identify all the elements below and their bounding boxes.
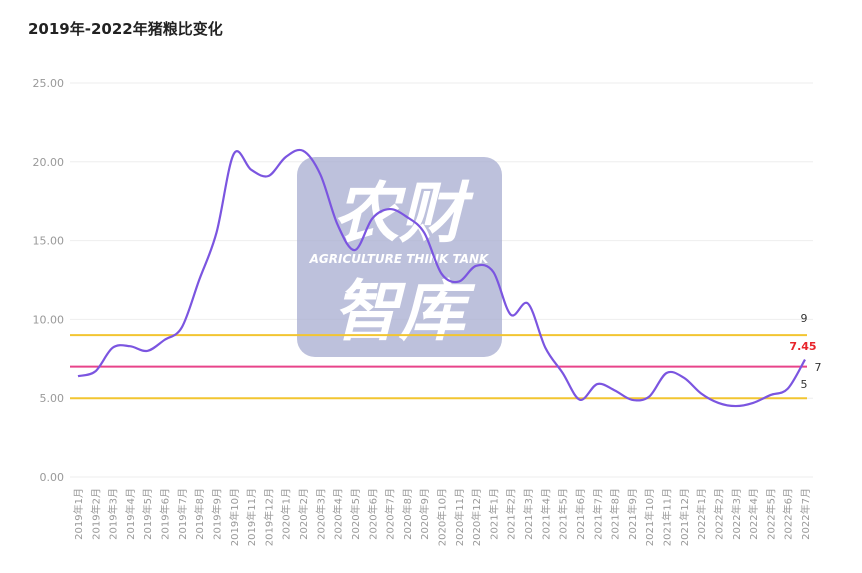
x-tick-label: 2019年3月 bbox=[107, 488, 120, 540]
x-tick-label: 2021年2月 bbox=[505, 488, 518, 540]
series-line bbox=[77, 148, 806, 408]
reference-label-9: 9 bbox=[801, 312, 808, 325]
x-tick-label: 2020年2月 bbox=[297, 488, 310, 540]
x-tick-label: 2022年4月 bbox=[747, 488, 760, 540]
x-tick-label: 2020年11月 bbox=[453, 488, 466, 546]
watermark-background bbox=[297, 157, 502, 357]
x-tick-label: 2020年12月 bbox=[470, 488, 483, 546]
watermark-line3: 智库 bbox=[333, 273, 476, 350]
y-tick-label: 20.00 bbox=[33, 156, 65, 169]
x-tick-label: 2021年9月 bbox=[626, 488, 639, 540]
reference-label-5: 5 bbox=[801, 378, 808, 391]
x-tick-label: 2021年8月 bbox=[609, 488, 622, 540]
x-tick-label: 2021年5月 bbox=[557, 488, 570, 540]
latest-value-label: 7.45 bbox=[789, 340, 816, 353]
x-tick-label: 2020年10月 bbox=[436, 488, 449, 546]
x-tick-label: 2019年12月 bbox=[262, 488, 275, 546]
x-tick-label: 2019年5月 bbox=[141, 488, 154, 540]
x-tick-label: 2022年5月 bbox=[764, 488, 777, 540]
x-tick-label: 2019年9月 bbox=[210, 488, 223, 540]
x-tick-label: 2021年6月 bbox=[574, 488, 587, 540]
x-tick-label: 2019年2月 bbox=[89, 488, 102, 540]
x-tick-label: 2020年8月 bbox=[401, 488, 414, 540]
x-tick-label: 2021年12月 bbox=[678, 488, 691, 546]
y-tick-label: 0.00 bbox=[40, 471, 65, 484]
y-tick-label: 15.00 bbox=[33, 235, 65, 248]
x-tick-label: 2021年7月 bbox=[591, 488, 604, 540]
x-tick-label: 2022年1月 bbox=[695, 488, 708, 540]
x-tick-label: 2020年7月 bbox=[384, 488, 397, 540]
x-tick-label: 2019年4月 bbox=[124, 488, 137, 540]
x-axis: 2019年1月 2019年2月 2019年3月 2019年4月 2019年5月 2019年… bbox=[72, 488, 812, 546]
reference-label-7: 7 bbox=[815, 361, 822, 374]
x-tick-label: 2022年2月 bbox=[712, 488, 725, 540]
y-axis: 0.00 5.00 10.00 15.00 20.00 25.00 bbox=[33, 77, 65, 484]
x-tick-label: 2019年11月 bbox=[245, 488, 258, 546]
x-tick-label: 2020年3月 bbox=[314, 488, 327, 540]
y-tick-label: 10.00 bbox=[33, 313, 65, 326]
x-tick-label: 2019年8月 bbox=[193, 488, 206, 540]
x-tick-label: 2021年10月 bbox=[643, 488, 656, 546]
y-tick-label: 5.00 bbox=[40, 392, 65, 405]
x-tick-label: 2021年3月 bbox=[522, 488, 535, 540]
x-tick-label: 2021年1月 bbox=[487, 488, 500, 540]
x-tick-label: 2022年7月 bbox=[799, 488, 812, 540]
watermark-line2: AGRICULTURE THINK TANK bbox=[309, 252, 490, 266]
y-tick-label: 25.00 bbox=[33, 77, 65, 90]
x-tick-label: 2019年10月 bbox=[228, 488, 241, 546]
x-tick-label: 2021年11月 bbox=[661, 488, 674, 546]
x-tick-label: 2020年6月 bbox=[366, 488, 379, 540]
x-tick-label: 2022年6月 bbox=[782, 488, 795, 540]
series-group bbox=[77, 148, 806, 408]
x-tick-label: 2019年1月 bbox=[72, 488, 85, 540]
x-tick-label: 2020年9月 bbox=[418, 488, 431, 540]
chart-title: 2019年-2022年猪粮比变化 bbox=[28, 20, 223, 38]
x-tick-label: 2020年4月 bbox=[332, 488, 345, 540]
x-tick-label: 2021年4月 bbox=[539, 488, 552, 540]
x-tick-label: 2020年5月 bbox=[349, 488, 362, 540]
value-labels: 9 75 7.45 bbox=[789, 312, 821, 391]
watermark-logo: 农财 AGRICULTURE THINK TANK 智库 bbox=[297, 157, 502, 357]
x-tick-label: 2019年7月 bbox=[176, 488, 189, 540]
reference-lines bbox=[70, 334, 807, 400]
x-tick-label: 2022年3月 bbox=[730, 488, 743, 540]
x-tick-label: 2020年1月 bbox=[280, 488, 293, 540]
x-tick-label: 2019年6月 bbox=[159, 488, 172, 540]
